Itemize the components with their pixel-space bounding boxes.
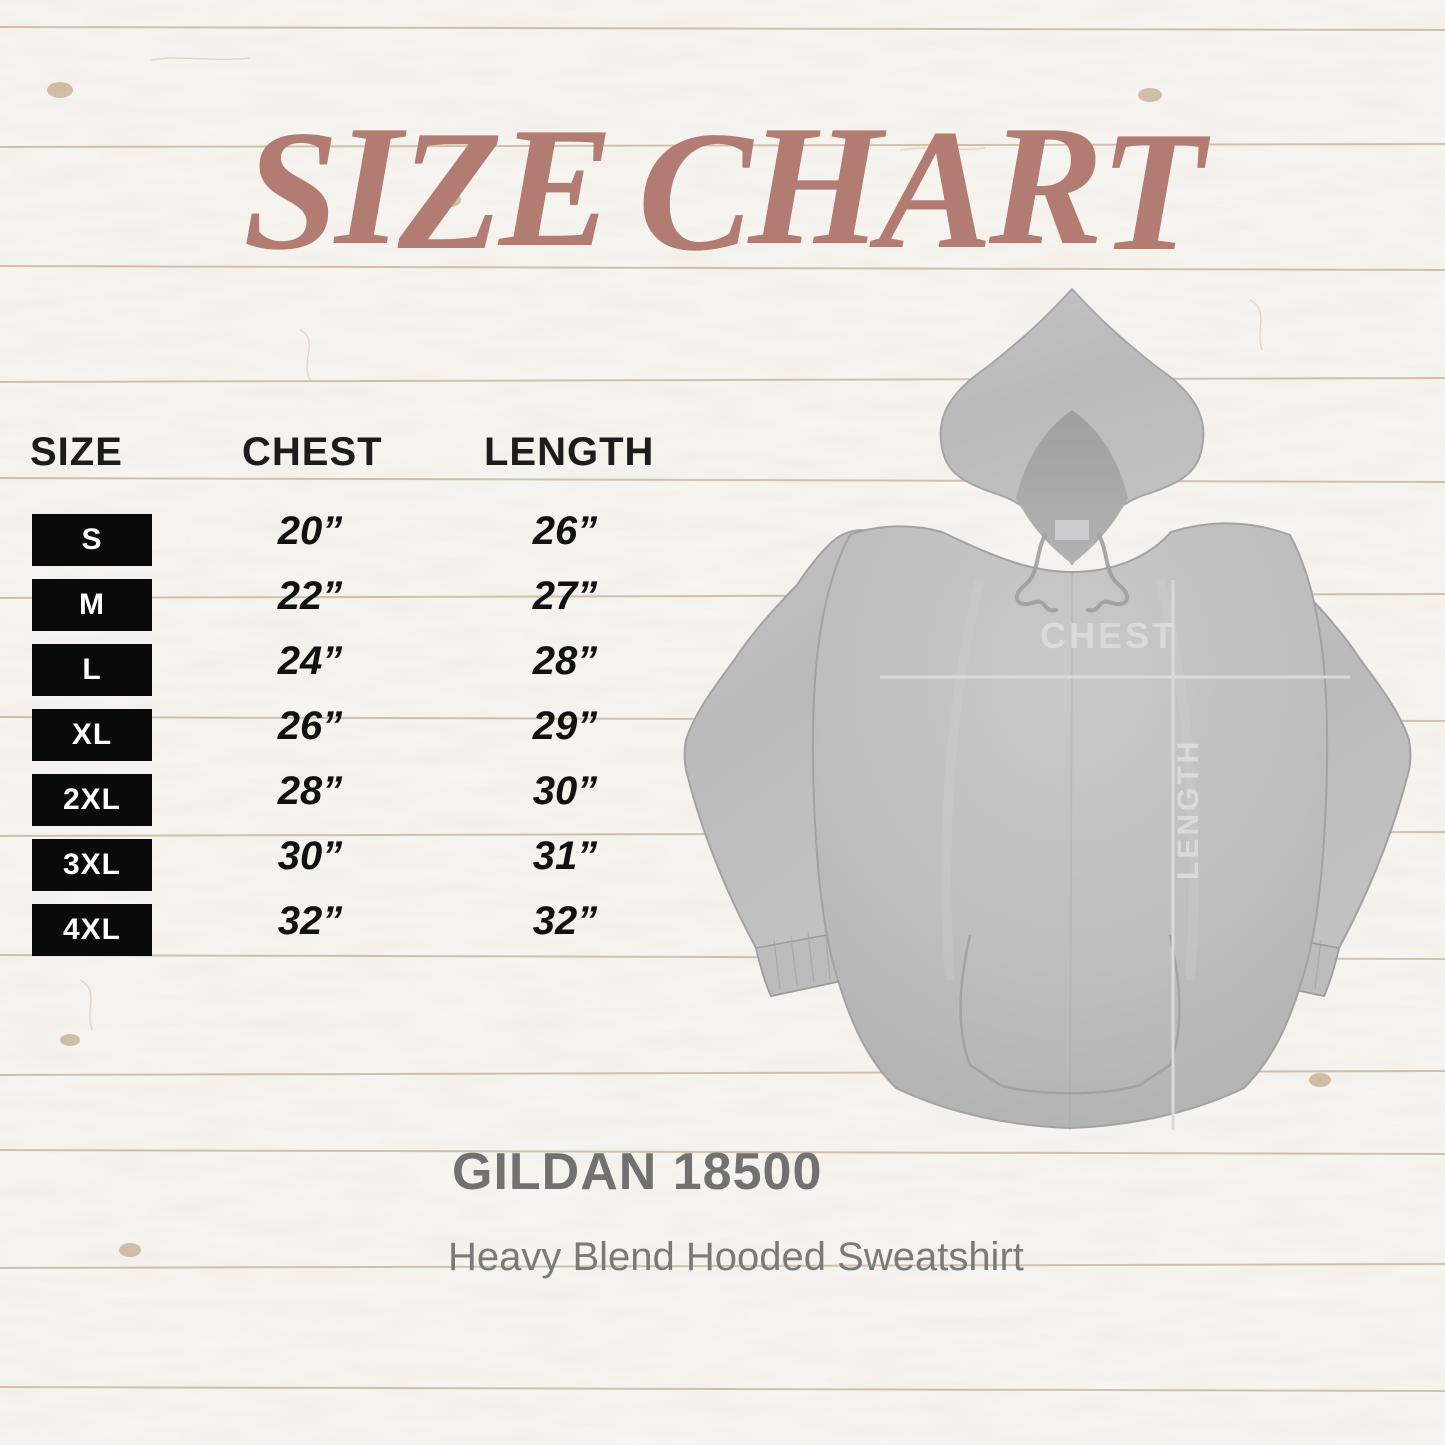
svg-text:CHEST: CHEST <box>1040 615 1177 656</box>
svg-text:LENGTH: LENGTH <box>1172 739 1205 880</box>
